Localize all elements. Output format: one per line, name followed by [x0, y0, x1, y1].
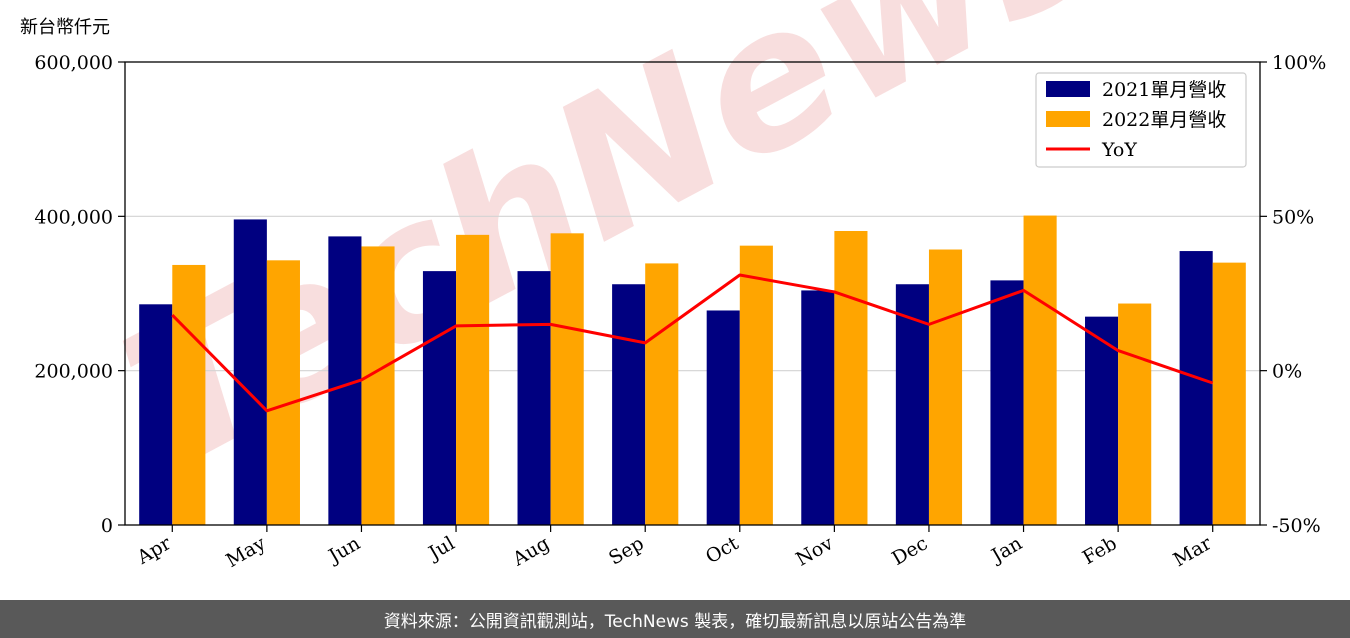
bar-2021-may	[233, 219, 267, 526]
bar-2021-jul	[422, 271, 457, 525]
y2-tick-label: 100%	[1272, 52, 1326, 74]
x-tick-label: Jul	[423, 532, 458, 565]
grid-lines	[125, 215, 1260, 372]
right-y-axis: -50% 0% 50% 100%	[1260, 52, 1326, 537]
x-tick-label: May	[222, 532, 269, 572]
bar-2021-apr	[139, 304, 173, 525]
yoy-line	[171, 273, 1214, 413]
legend-swatch	[1046, 111, 1090, 127]
bar-2022-apr	[172, 264, 206, 525]
source-footer: 資料來源：公開資訊觀測站，TechNews 製表，確切最新訊息以原站公告為準	[0, 600, 1350, 638]
bar-2021-sep	[612, 284, 646, 525]
x-tick-label: Aug	[508, 532, 553, 571]
y-tick-label: 400,000	[34, 206, 113, 228]
legend-label: 2021單月營收	[1102, 79, 1226, 101]
y2-tick-label: -50%	[1272, 515, 1321, 537]
bar-2022-may	[266, 260, 300, 525]
bar-2022-sep	[645, 263, 679, 525]
x-axis: Apr May Jun Jul Aug Sep Oct Nov Dec Jan Feb Mar	[133, 525, 1216, 572]
x-tick-label: Jun	[323, 532, 364, 568]
bar-2021-oct	[706, 310, 740, 525]
bar-2022-jan	[1023, 215, 1057, 526]
x-tick-label: Feb	[1079, 532, 1121, 569]
y-tick-label: 0	[101, 515, 113, 537]
bar-marks	[139, 215, 1246, 526]
bar-2022-dec	[928, 249, 963, 525]
x-tick-label: Jan	[986, 532, 1026, 568]
bar-2022-mar	[1212, 262, 1246, 525]
y-tick-label: 600,000	[34, 52, 113, 74]
bar-2022-nov	[834, 230, 868, 525]
bar-2022-feb	[1118, 303, 1152, 525]
yoy-line-layer	[171, 273, 1214, 413]
legend: 2021單月營收 2022單月營收 YoY	[1035, 72, 1247, 168]
y2-tick-label: 50%	[1272, 206, 1314, 228]
y-tick-label: 200,000	[34, 361, 113, 383]
bar-2022-aug	[550, 233, 584, 525]
x-tick-label: Apr	[133, 532, 176, 569]
bar-2021-jan	[990, 280, 1024, 525]
bar-2021-dec	[895, 284, 929, 525]
legend-swatch	[1046, 81, 1090, 97]
x-tick-label: Nov	[792, 532, 837, 571]
left-y-axis: 0 200,000 400,000 600,000	[34, 52, 125, 537]
x-tick-label: Sep	[605, 532, 648, 569]
bar-2021-nov	[801, 290, 835, 525]
x-tick-label: Oct	[702, 532, 743, 568]
bar-2021-feb	[1085, 316, 1119, 525]
bar-2022-jul	[456, 234, 490, 525]
legend-label: YoY	[1101, 139, 1137, 161]
legend-label: 2022單月營收	[1102, 109, 1226, 131]
y2-tick-label: 0%	[1272, 361, 1302, 383]
x-tick-label: Mar	[1170, 532, 1216, 571]
bar-2022-oct	[739, 245, 773, 525]
bar-2022-jun	[361, 246, 395, 525]
x-tick-label: Dec	[888, 532, 931, 570]
bar-2021-aug	[517, 271, 551, 525]
plot-frame	[124, 61, 1261, 526]
bar-2021-mar	[1179, 251, 1213, 525]
y-axis-unit-label: 新台幣仟元	[20, 17, 110, 38]
